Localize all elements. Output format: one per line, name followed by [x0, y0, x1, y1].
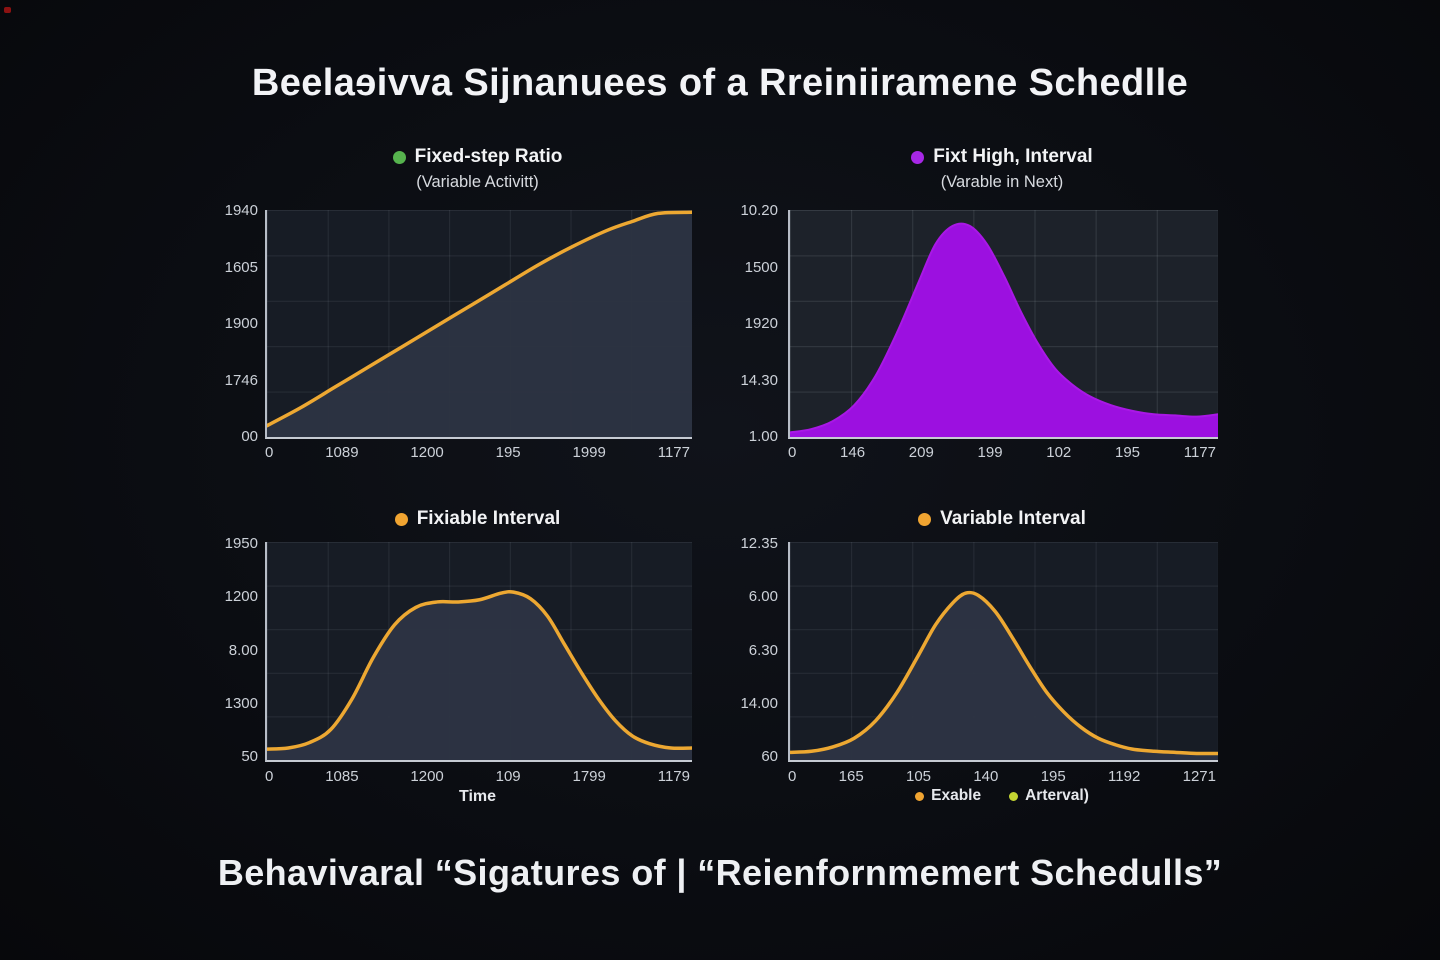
chart-header-variable-interval: Variable Interval	[788, 508, 1216, 530]
chart-title: Fixt High, Interval	[933, 146, 1093, 167]
legend-item: Arterval)	[1009, 787, 1089, 805]
x-tick-label: 199	[977, 444, 1003, 461]
legend-item: Exable	[915, 787, 981, 805]
x-tick-label: 1799	[572, 768, 606, 785]
x-tick-label: 105	[906, 768, 932, 785]
plot-area-fixt-high-interval	[788, 210, 1218, 439]
plot-area-fixed-step-ratio	[265, 210, 692, 439]
x-tick-label: 1179	[657, 768, 690, 785]
y-tick-label: 1950	[224, 535, 258, 552]
legend-row: Fixt High, Interval	[788, 146, 1216, 168]
x-tick-label: 140	[973, 768, 999, 785]
chart-title: Variable Interval	[940, 508, 1086, 529]
chart-title: Fixiable Interval	[416, 508, 561, 529]
y-axis-labels: 10.20 1500 1920 14.30 1.00	[708, 202, 778, 445]
x-tick-label: 0	[265, 444, 274, 461]
x-tick-label: 146	[840, 444, 866, 461]
y-tick-label: 1900	[224, 315, 258, 332]
page-title: Beelaɘivva Sijnanuees of a Rreiniiramene…	[251, 62, 1189, 104]
x-tick-label: 0	[265, 768, 274, 785]
x-axis-title: Time	[458, 788, 497, 805]
x-tick-label: 195	[1114, 444, 1141, 461]
x-axis-labels: 0 1089 1200 195 1999 1177	[265, 444, 690, 461]
y-tick-label: 14.00	[740, 694, 778, 712]
legend-row: Fixiable Interval	[265, 508, 690, 530]
y-tick-label: 50	[241, 748, 258, 765]
plot-area-variable-interval	[788, 542, 1218, 762]
x-tick-label: 109	[495, 768, 521, 785]
x-tick-label: 1177	[1183, 444, 1216, 461]
y-tick-label: 12.35	[740, 535, 778, 552]
legend-row: Variable Interval	[788, 508, 1216, 530]
legend-dot-icon	[918, 512, 932, 526]
x-tick-label: 1999	[572, 444, 606, 461]
legend-dot-icon	[394, 512, 408, 526]
bottom-right-legend: Exable Arterval)	[788, 787, 1216, 805]
y-tick-label: 8.00	[228, 641, 258, 659]
y-tick-label: 1200	[224, 588, 258, 606]
y-tick-label: 6.00	[748, 588, 778, 606]
y-tick-label: 1605	[224, 258, 258, 276]
legend-label: Exable	[931, 787, 982, 804]
x-tick-label: 0	[788, 444, 797, 461]
corner-artifact	[4, 7, 11, 13]
footer-caption: Behavivaral “Sigatures of | “Reienfornme…	[217, 852, 1223, 893]
legend-dot-icon	[1009, 791, 1019, 801]
x-tick-label: 1192	[1108, 768, 1141, 785]
legend-row: Fixed-step Ratio	[265, 146, 690, 168]
y-tick-label: 1500	[744, 258, 778, 276]
legend-label: Arterval)	[1025, 787, 1089, 804]
y-tick-label: 1.00	[748, 428, 778, 445]
x-tick-label: 1200	[410, 444, 444, 461]
x-axis-labels: 0 165 105 140 195 1192 1271	[788, 768, 1216, 785]
legend-dot-icon	[911, 150, 925, 164]
y-tick-label: 14.30	[740, 371, 778, 389]
chart-header-fixiable-interval: Fixiable Interval	[265, 508, 690, 530]
area-chart	[790, 542, 1218, 760]
y-tick-label: 10.20	[740, 202, 778, 219]
x-tick-label: 195	[1040, 768, 1066, 785]
x-tick-label: 1177	[657, 444, 690, 461]
x-axis-labels: 0 1085 1200 109 1799 1179	[265, 768, 690, 785]
x-tick-label: 209	[908, 444, 934, 461]
area-chart	[267, 210, 692, 437]
area-chart	[790, 210, 1218, 437]
y-axis-labels: 1950 1200 8.00 1300 50	[188, 535, 258, 765]
x-tick-label: 1200	[410, 768, 444, 785]
x-tick-label: 102	[1046, 444, 1072, 461]
y-tick-label: 1920	[744, 315, 778, 332]
chart-header-fixt-high-interval: Fixt High, Interval (Varable in Next)	[788, 146, 1216, 192]
y-axis-labels: 1940 1605 1900 1746 00	[188, 202, 258, 445]
x-tick-label: 1085	[325, 768, 359, 785]
legend-dot-icon	[392, 150, 406, 164]
chart-subtitle: (Varable in Next)	[940, 173, 1064, 191]
x-tick-label: 165	[838, 768, 864, 785]
x-tick-label: 1089	[325, 444, 359, 461]
legend-dot-icon	[915, 791, 925, 801]
y-tick-label: 1940	[224, 202, 258, 219]
x-tick-label: 1271	[1182, 768, 1216, 785]
y-tick-label: 1300	[224, 694, 258, 712]
x-axis-labels: 0 146 209 199 102 195 1177	[788, 444, 1216, 461]
y-tick-label: 1746	[224, 371, 258, 389]
y-tick-label: 6.30	[748, 641, 778, 659]
y-tick-label: 00	[241, 428, 258, 445]
chart-subtitle: (Variable Activitt)	[416, 173, 539, 191]
y-axis-labels: 12.35 6.00 6.30 14.00 60	[708, 535, 778, 765]
x-tick-label: 195	[495, 444, 521, 461]
plot-area-fixiable-interval	[265, 542, 692, 762]
chart-header-fixed-step-ratio: Fixed-step Ratio (Variable Activitt)	[265, 146, 690, 192]
x-tick-label: 0	[788, 768, 797, 785]
area-chart	[267, 542, 692, 760]
y-tick-label: 60	[761, 748, 778, 765]
chart-title: Fixed-step Ratio	[414, 146, 563, 167]
